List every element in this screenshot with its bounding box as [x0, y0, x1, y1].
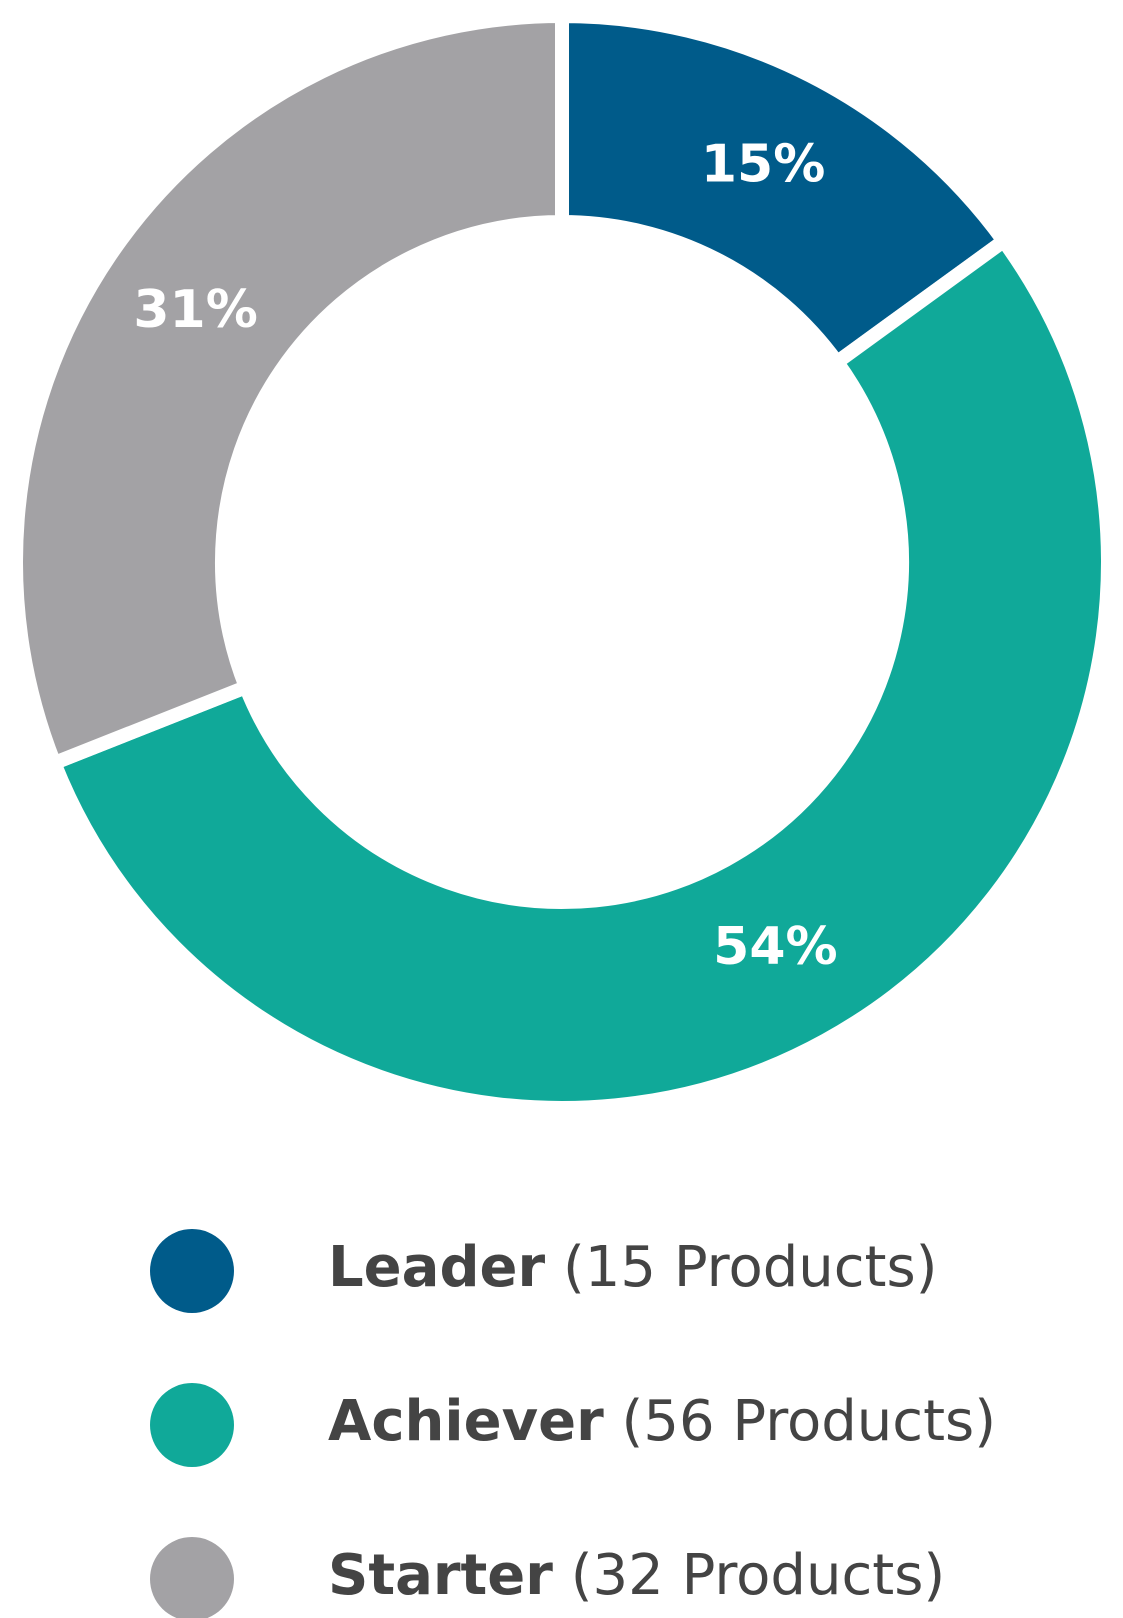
legend-detail: (32 Products) — [571, 1543, 946, 1608]
legend-entry: Starter (32 Products) — [328, 1543, 945, 1608]
donut-slice — [555, 8, 1014, 372]
slice-label: 15% — [701, 134, 825, 194]
legend-name: Starter — [328, 1543, 553, 1608]
legend-entry: Leader (15 Products) — [328, 1235, 938, 1300]
donut-slice — [45, 231, 1115, 1115]
legend-name: Achiever — [328, 1389, 604, 1454]
legend-detail: (56 Products) — [622, 1389, 997, 1454]
slice-label: 54% — [713, 917, 837, 977]
legend-detail: (15 Products) — [563, 1235, 938, 1300]
legend-name: Leader — [328, 1235, 546, 1300]
slice-label: 31% — [133, 280, 257, 340]
legend-swatch — [150, 1229, 234, 1313]
donut-slice — [9, 8, 569, 773]
legend-swatch — [150, 1383, 234, 1467]
legend-entry: Achiever (56 Products) — [328, 1389, 996, 1454]
legend-swatch — [150, 1537, 234, 1618]
